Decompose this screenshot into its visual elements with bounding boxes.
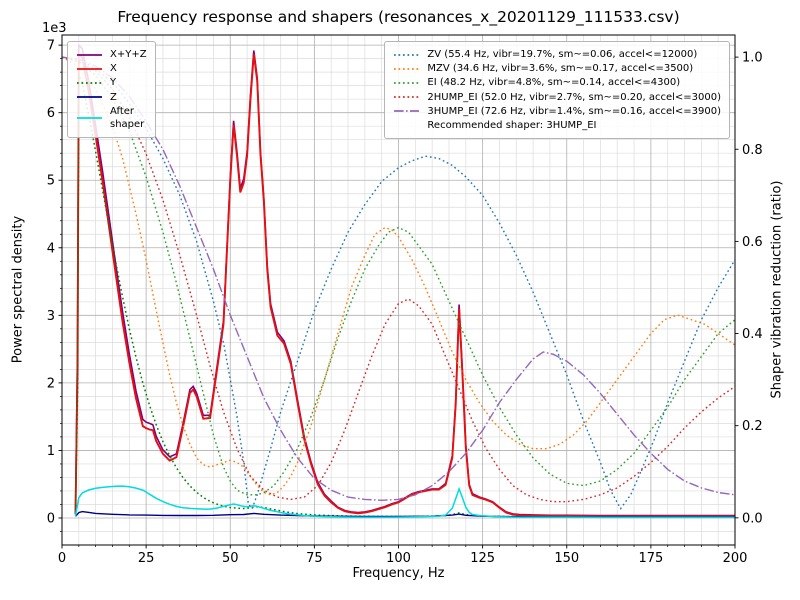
legend-line-sample: [394, 82, 420, 84]
y-right-tick-label: 0.0: [742, 511, 763, 526]
y-left-tick-label: 7: [47, 39, 55, 54]
legend-label: ZV (55.4 Hz, vibr=19.7%, sm~=0.06, accel…: [427, 49, 698, 60]
legend-label: EI (48.2 Hz, vibr=4.8%, sm~=0.14, accel<…: [427, 77, 681, 89]
legend-line-sample: [394, 110, 420, 113]
legend-entry-x-y-z: X+Y+Z: [76, 48, 147, 61]
legend-line-sample: [77, 53, 102, 56]
legend-entry-3hump-ei: 3HUMP_EI (72.6 Hz, vibr=1.4%, sm~=0.16, …: [393, 105, 721, 118]
x-tick-label: 200: [723, 551, 748, 566]
series-after-shaper: [74, 485, 735, 519]
y-right-tick-label: 0.8: [742, 143, 763, 158]
legend-entry-x: X: [76, 62, 147, 75]
y-axis-offset-label: 1e3: [42, 21, 67, 36]
legend-entry-zv: ZV (55.4 Hz, vibr=19.7%, sm~=0.06, accel…: [393, 48, 721, 61]
legend-shapers: ZV (55.4 Hz, vibr=19.7%, sm~=0.06, accel…: [384, 41, 730, 140]
legend-line-sample: [77, 82, 102, 84]
series-mzv: [61, 56, 736, 496]
legend-label: Y: [110, 77, 117, 89]
legend-line-sample: [394, 96, 420, 99]
axis-ticks: 0 25 50 75 100 125 150 175 200 0 1 2 3 4 5 6 7 0.0 0.2 0.4 0…: [47, 39, 763, 566]
legend-line-sample: [77, 96, 102, 99]
legend-line-sample: [394, 53, 420, 56]
legend-label: MZV (34.6 Hz, vibr=3.6%, sm~=0.17, accel…: [427, 63, 694, 75]
x-tick-label: 25: [138, 551, 155, 566]
series-3hump-ei: [61, 56, 736, 502]
x-tick-label: 125: [470, 551, 495, 566]
psd-series: [74, 43, 735, 519]
legend-label: 3HUMP_EI (72.6 Hz, vibr=1.4%, sm~=0.16, …: [427, 105, 721, 117]
y-left-tick-label: 0: [47, 511, 55, 526]
recommended-shaper-text: Recommended shaper: 3HUMP_EI: [427, 119, 597, 131]
legend-entry-z: Z: [76, 91, 147, 104]
series-y: [74, 75, 735, 518]
legend-line-sample: [394, 67, 420, 70]
legend-entry-2hump-ei: 2HUMP_EI (52.0 Hz, vibr=2.7%, sm~=0.20, …: [393, 91, 721, 104]
y-left-tick-label: 4: [47, 241, 55, 256]
y-right-tick-label: 1.0: [742, 51, 763, 66]
y-left-tick-label: 1: [47, 444, 55, 459]
y-axis-label-left: Power spectral density: [10, 215, 26, 364]
series-2hump-ei: [61, 56, 736, 503]
legend-label: 2HUMP_EI (52.0 Hz, vibr=2.7%, sm~=0.20, …: [427, 91, 721, 103]
x-tick-label: 100: [386, 551, 411, 566]
y-left-tick-label: 3: [47, 309, 55, 324]
series-ei: [61, 56, 736, 496]
legend-entry-ei: EI (48.2 Hz, vibr=4.8%, sm~=0.14, accel<…: [393, 76, 721, 89]
legend-label: After shaper: [110, 105, 145, 130]
legend-line-sample: [77, 67, 102, 70]
x-tick-label: 150: [554, 551, 579, 566]
x-tick-label: 0: [58, 551, 66, 566]
x-axis-label: Frequency, Hz: [352, 566, 445, 581]
legend-label: X+Y+Z: [110, 49, 147, 60]
shaper-series: [61, 56, 736, 511]
x-tick-label: 175: [638, 551, 663, 566]
x-tick-label: 75: [306, 551, 323, 566]
legend-psd: X+Y+Z X Y Z After shaper: [67, 41, 156, 139]
y-left-tick-label: 5: [47, 174, 55, 189]
legend-note: Recommended shaper: 3HUMP_EI: [393, 119, 721, 132]
x-tick-label: 50: [222, 551, 239, 566]
legend-entry-mzv: MZV (34.6 Hz, vibr=3.6%, sm~=0.17, accel…: [393, 62, 721, 75]
legend-label: X: [110, 63, 117, 75]
y-left-tick-label: 6: [47, 106, 55, 121]
grid-minor: [62, 35, 735, 545]
legend-label: Z: [110, 91, 117, 103]
y-right-tick-label: 0.4: [742, 327, 763, 342]
legend-line-sample: [77, 117, 102, 119]
legend-entry-y: Y: [76, 76, 147, 89]
chart-title: Frequency response and shapers (resonanc…: [117, 8, 680, 26]
y-left-tick-label: 2: [47, 376, 55, 391]
y-right-tick-label: 0.6: [742, 235, 763, 250]
series-zv: [61, 56, 736, 511]
series-x: [74, 52, 735, 518]
y-right-tick-label: 0.2: [742, 419, 763, 434]
y-axis-label-right: Shaper vibration reduction (ratio): [769, 180, 785, 399]
legend-entry-after-shaper: After shaper: [76, 105, 147, 131]
